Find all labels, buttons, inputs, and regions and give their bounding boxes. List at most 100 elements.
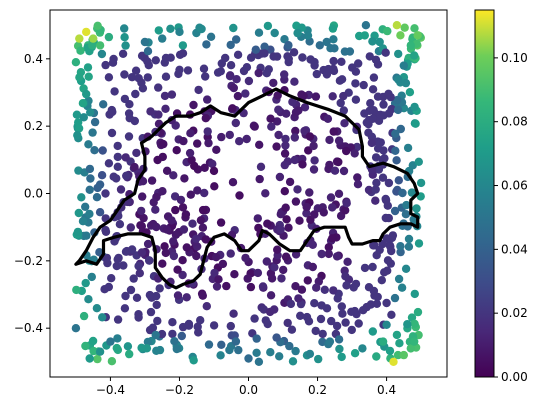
scatter-point — [134, 261, 143, 271]
scatter-point — [101, 189, 110, 198]
scatter-points — [71, 21, 426, 366]
scatter-point — [83, 63, 93, 72]
scatter-point — [320, 285, 329, 294]
scatter-point — [263, 219, 272, 228]
scatter-point — [183, 66, 193, 75]
scatter-point — [337, 57, 346, 66]
scatter-point — [159, 139, 168, 149]
scatter-point — [411, 119, 420, 128]
scatter-point — [341, 318, 350, 327]
scatter-point — [368, 327, 377, 336]
scatter-point — [294, 294, 303, 303]
scatter-point — [273, 91, 282, 100]
scatter-point — [242, 134, 251, 144]
colorbar-gradient — [474, 9, 495, 378]
scatter-point — [200, 163, 209, 172]
scatter-point — [392, 156, 401, 165]
scatter-point — [323, 114, 333, 124]
scatter-point — [342, 146, 351, 156]
scatter-point — [168, 318, 177, 327]
scatter-point — [154, 26, 163, 35]
scatter-point — [339, 106, 348, 115]
scatter-point — [137, 78, 146, 87]
scatter-point — [398, 188, 407, 198]
scatter-point — [387, 310, 396, 319]
scatter-point — [151, 56, 160, 65]
scatter-point — [112, 343, 122, 353]
scatter-point — [85, 354, 94, 363]
scatter-point — [390, 206, 400, 216]
scatter-point — [310, 299, 319, 308]
scatter-point — [312, 283, 321, 292]
scatter-point — [335, 76, 345, 85]
scatter-point — [212, 145, 221, 154]
scatter-point — [75, 73, 84, 82]
scatter-point — [289, 48, 299, 57]
scatter-point — [285, 177, 295, 187]
scatter-point — [328, 92, 337, 101]
scatter-point — [88, 41, 97, 50]
scatter-point — [410, 102, 419, 112]
scatter-point — [303, 31, 313, 40]
scatter-point — [375, 37, 384, 47]
scatter-point — [280, 187, 289, 196]
scatter-point — [333, 294, 342, 303]
scatter-point — [121, 153, 130, 162]
scatter-point — [414, 157, 423, 166]
scatter-point — [228, 104, 237, 113]
scatter-point — [369, 73, 379, 82]
scatter-point — [143, 239, 153, 249]
scatter-point — [298, 160, 307, 169]
scatter-point — [120, 33, 129, 42]
scatter-point — [399, 350, 408, 360]
scatter-point — [332, 321, 342, 331]
scatter-point — [86, 108, 95, 117]
scatter-point — [116, 185, 126, 194]
scatter-point — [206, 32, 216, 41]
scatter-point — [396, 31, 405, 40]
scatter-point — [148, 323, 158, 332]
scatter-point — [202, 302, 211, 311]
colorbar-tick-label: 0.06 — [501, 179, 528, 193]
scatter-point — [287, 325, 297, 334]
scatter-point — [383, 256, 393, 265]
scatter-point — [92, 193, 102, 202]
scatter-point — [366, 99, 375, 108]
scatter-point — [403, 320, 412, 329]
scatter-point — [329, 286, 338, 295]
scatter-point — [330, 44, 339, 53]
scatter-point — [297, 285, 307, 294]
scatter-point — [396, 124, 405, 134]
scatter-point — [152, 222, 161, 232]
scatter-point — [308, 262, 317, 272]
scatter-point — [371, 153, 381, 162]
scatter-point — [196, 216, 206, 225]
scatter-point — [329, 127, 338, 136]
scatter-point — [110, 87, 119, 96]
scatter-point — [416, 178, 426, 188]
y-tick-label: 0.2 — [24, 119, 43, 133]
scatter-point — [410, 289, 419, 299]
scatter-point — [366, 300, 376, 309]
scatter-point — [266, 114, 275, 123]
scatter-point — [95, 208, 105, 217]
scatter-point — [85, 185, 94, 194]
y-tick-label: 0.0 — [24, 187, 43, 201]
scatter-point — [82, 231, 91, 240]
scatter-point — [95, 347, 105, 356]
scatter-point — [93, 21, 102, 30]
x-axis: −0.4 −0.2 0.0 0.2 0.4 — [96, 377, 396, 397]
scatter-point — [216, 67, 225, 76]
scatter-point — [359, 80, 368, 90]
scatter-point — [202, 40, 211, 49]
scatter-point — [88, 336, 98, 346]
scatter-point — [188, 219, 197, 228]
scatter-point — [109, 172, 118, 181]
scatter-point — [371, 185, 380, 194]
scatter-point — [122, 171, 131, 180]
scatter-point — [259, 305, 268, 314]
scatter-point — [171, 230, 181, 239]
scatter-point — [281, 141, 290, 150]
scatter-point — [89, 34, 98, 43]
scatter-point — [93, 183, 102, 193]
